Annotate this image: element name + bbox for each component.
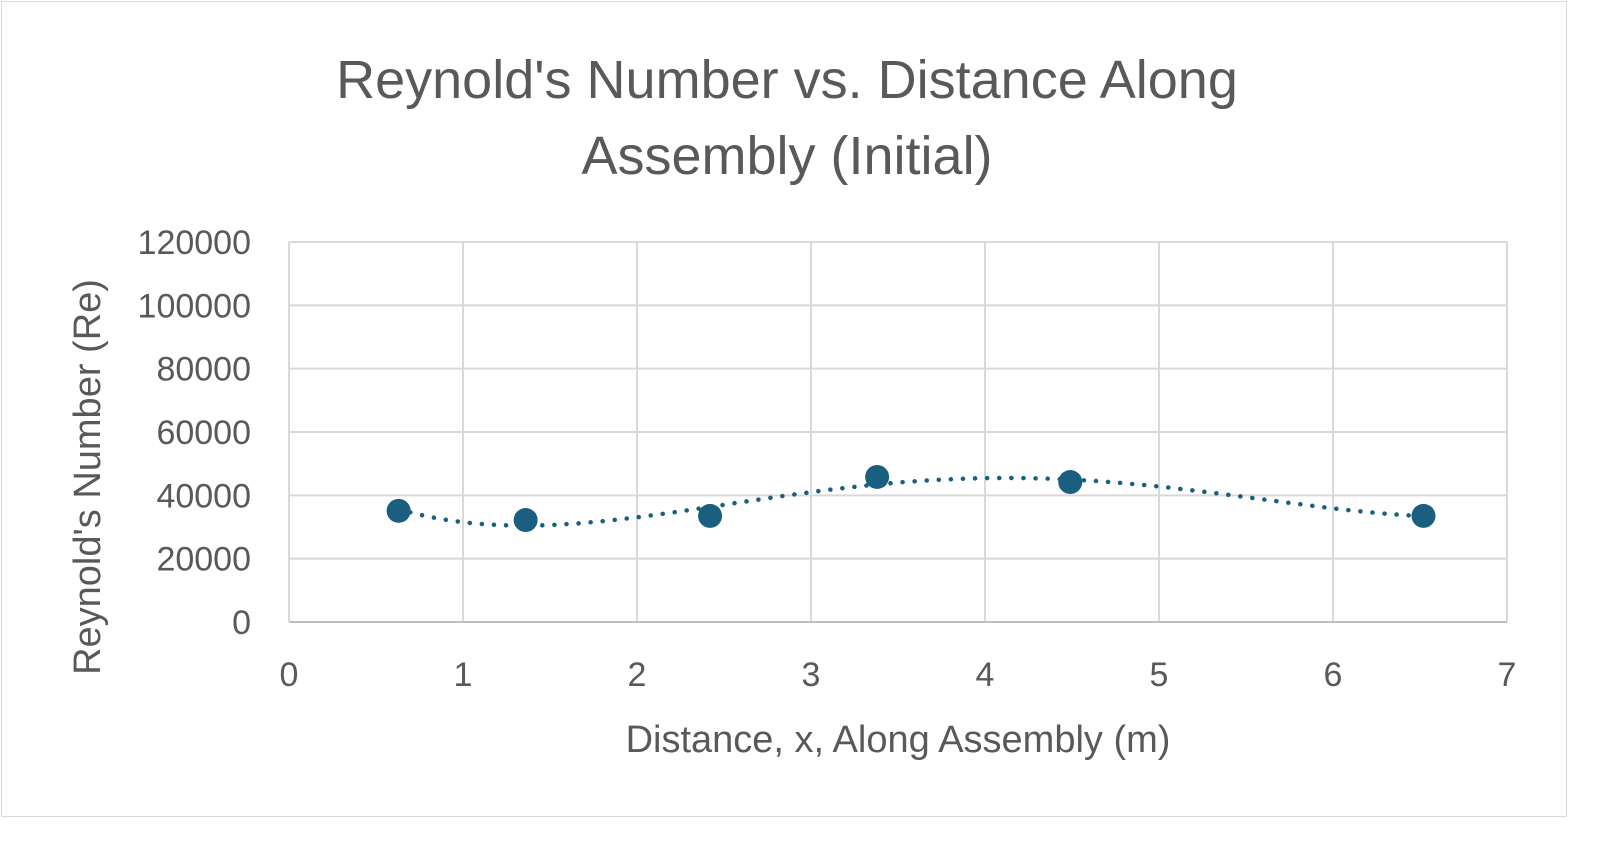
svg-text:20000: 20000 [156,541,251,579]
data-points [386,464,1436,533]
trendline [396,475,1426,528]
svg-text:1: 1 [454,656,473,694]
svg-text:0: 0 [232,604,251,642]
svg-text:60000: 60000 [156,414,251,452]
svg-text:7: 7 [1498,656,1517,694]
plot-area: 0 20000 40000 60000 80000 100000 120000 0 1 2 3 4 5… [67,224,1517,761]
chart-area: Reynold's Number vs. Distance Along Asse… [1,1,1567,817]
svg-text:2: 2 [628,656,647,694]
svg-text:120000: 120000 [138,224,251,262]
svg-text:6: 6 [1324,656,1343,694]
data-point [386,498,411,523]
x-axis-label: Distance, x, Along Assembly (m) [626,719,1171,761]
svg-text:40000: 40000 [156,477,251,515]
y-axis-label: Reynold's Number (Re) [67,279,109,675]
y-axis-ticks: 0 20000 40000 60000 80000 100000 120000 [138,224,251,642]
chart-title-line-2: Assembly (Initial) [581,126,993,186]
data-point [865,464,890,489]
svg-text:4: 4 [976,656,995,694]
svg-text:5: 5 [1150,656,1169,694]
svg-text:100000: 100000 [138,287,251,325]
data-point [698,503,723,528]
data-point [1411,503,1436,528]
data-point [513,508,538,533]
svg-text:3: 3 [802,656,821,694]
gridlines [288,241,1508,623]
chart-title-line-1: Reynold's Number vs. Distance Along [336,50,1238,110]
svg-text:80000: 80000 [156,351,251,389]
svg-text:0: 0 [280,656,299,694]
x-axis-ticks: 0 1 2 3 4 5 6 7 [280,656,1517,694]
data-point [1058,470,1083,495]
chart-title: Reynold's Number vs. Distance Along Asse… [202,42,1372,194]
